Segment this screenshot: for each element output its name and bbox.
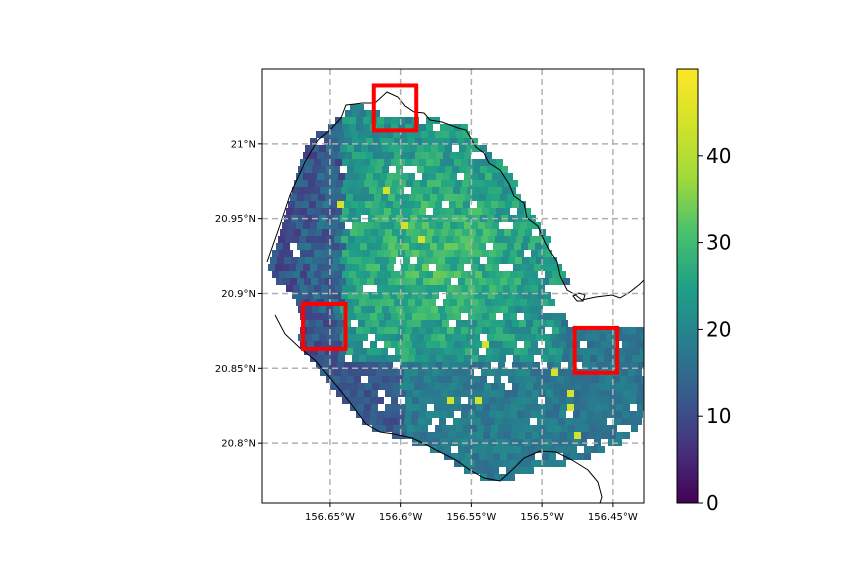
gridlines bbox=[262, 69, 644, 503]
colorbar-ticks: 0 10 20 30 40 bbox=[698, 144, 731, 515]
colorbar-tick-label: 20 bbox=[706, 317, 731, 341]
colorbar bbox=[676, 68, 699, 504]
y-tick-label: 20.95°N bbox=[215, 214, 256, 225]
data-raster bbox=[268, 104, 644, 481]
latitude-ticks: 21°N 20.95°N 20.9°N 20.85°N 20.8°N bbox=[215, 139, 262, 450]
y-tick-label: 21°N bbox=[231, 139, 256, 150]
highlight-box bbox=[371, 83, 419, 133]
colorbar-tick-label: 10 bbox=[706, 404, 731, 428]
highlight-box bbox=[572, 325, 620, 375]
x-tick-label: 156.5°W bbox=[520, 512, 564, 523]
colorbar-tick-label: 30 bbox=[706, 231, 731, 255]
x-tick-label: 156.45°W bbox=[588, 512, 638, 523]
x-tick-label: 156.55°W bbox=[446, 512, 496, 523]
colorbar-tick-label: 0 bbox=[706, 491, 719, 515]
x-tick-label: 156.65°W bbox=[305, 512, 355, 523]
y-tick-label: 20.8°N bbox=[221, 439, 256, 450]
y-tick-label: 20.9°N bbox=[221, 289, 256, 300]
x-tick-label: 156.6°W bbox=[379, 512, 423, 523]
y-tick-label: 20.85°N bbox=[215, 364, 256, 375]
map-frame bbox=[261, 68, 645, 504]
highlight-box bbox=[301, 301, 348, 351]
longitude-ticks: 156.65°W 156.6°W 156.55°W 156.5°W 156.45°W bbox=[305, 503, 638, 523]
highlight-boxes bbox=[301, 83, 620, 375]
colorbar-tick-label: 40 bbox=[706, 144, 731, 168]
coastline-south bbox=[274, 314, 603, 503]
